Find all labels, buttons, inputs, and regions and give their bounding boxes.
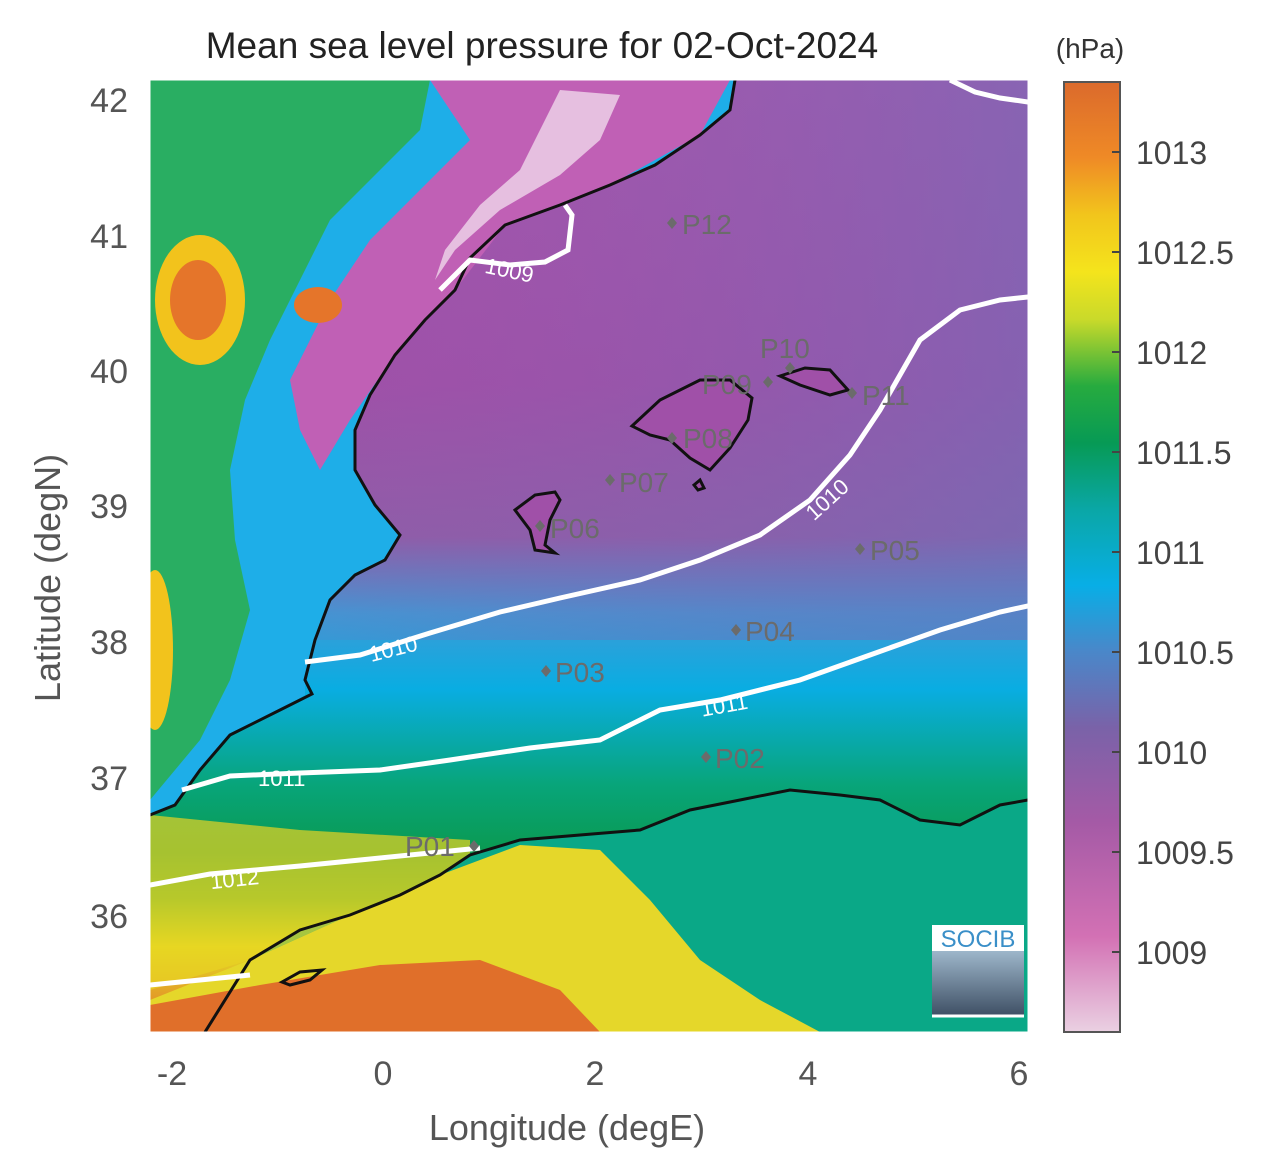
x-tick-label: 4 [799,1055,818,1093]
colorbar-scale [1063,81,1121,1033]
station-p06: P06 [535,513,600,544]
y-axis-label: Latitude (degN) [27,454,68,702]
colorbar-tick-label: 1013 [1136,135,1207,171]
colorbar: (hPa) 1013 1012.5 1012 1011.5 1011 1010.… [1056,33,1234,1033]
station-p07: P07 [605,467,669,498]
x-axis-label: Longitude (degE) [429,1107,705,1148]
station-label-p03: P03 [555,657,605,688]
station-label-p04: P04 [745,616,795,647]
x-tick-label: 2 [586,1055,605,1093]
station-label-p07: P07 [619,467,669,498]
land-high-edge [150,570,173,730]
x-tick-label: 0 [374,1055,393,1093]
station-p12: P12 [667,209,732,240]
y-tick-label: 36 [90,898,128,936]
station-label-p08: P08 [683,423,733,454]
y-tick-label: 38 [90,624,128,662]
contour-1009-ne [948,80,1028,105]
station-marker-p11 [847,387,857,399]
contour-label-1012: 1012 [209,864,260,894]
socib-logo-header [932,925,1024,951]
station-label-p11: P11 [862,380,910,411]
chart-title: Mean sea level pressure for 02-Oct-2024 [206,25,879,66]
coastline-alboran-island [278,968,327,987]
station-marker-p03 [541,665,551,677]
y-tick-label: 42 [90,82,128,120]
colorbar-tick-label: 1009.5 [1136,835,1234,871]
station-label-p02: P02 [715,743,765,774]
land-high-spot-2 [294,287,342,323]
colorbar-tick-label: 1011.5 [1136,435,1232,471]
station-marker-p05 [855,543,865,555]
station-marker-p07 [605,474,615,486]
station-p02: P02 [701,743,765,774]
contour-1009 [438,203,575,292]
island-ibiza [512,490,562,556]
y-tick-label: 39 [90,488,128,526]
station-markers: P01 P02 P03 P04 P05 P06 [405,209,920,862]
contour-label-1011-west: 1011 [258,766,305,791]
y-tick-label: 37 [90,760,128,798]
station-p04: P04 [731,616,795,647]
y-axis: 42 41 40 39 38 37 36 Latitude (degN) [27,82,128,936]
contour-lines [150,80,1028,988]
socib-logo-panel [932,950,1024,1016]
island-mallorca [629,378,754,472]
x-axis: -2 0 2 4 6 Longitude (degE) [157,1055,1029,1148]
station-p10: P10 [760,333,810,374]
colorbar-tick-label: 1012 [1136,335,1207,371]
station-p09: P09 [702,369,773,400]
station-p03: P03 [541,657,605,688]
land-north-africa-orange [150,960,600,1032]
y-tick-label: 40 [90,353,128,391]
plot-frame [149,79,1029,1033]
colorbar-tick-label: 1012.5 [1136,235,1234,271]
socib-logo: SOCIB [932,925,1024,1018]
station-marker-p08 [667,432,677,444]
colorbar-tick-label: 1009 [1136,935,1207,971]
y-tick-label: 41 [90,218,128,256]
socib-logo-text: SOCIB [941,926,1016,953]
land-high-spot-core [170,260,226,340]
colorbar-tick-label: 1010.5 [1136,635,1234,671]
land-iberia-light [435,90,620,280]
station-p08: P08 [667,423,733,454]
map-plot-area: 1009 1010 1010 1011 1011 1012 P01 P02 P0… [150,80,1028,1032]
station-p11: P11 [847,380,910,411]
station-marker-p04 [731,624,741,636]
contour-1010 [304,294,1028,665]
station-marker-p01 [469,840,479,852]
station-label-p09: P09 [702,369,752,400]
station-label-p05: P05 [870,535,920,566]
station-marker-p06 [535,520,545,532]
contour-1011 [181,603,1028,793]
x-tick-label: -2 [157,1055,187,1093]
x-tick-label: 6 [1010,1055,1029,1093]
coastline-iberia [150,80,737,817]
colorbar-tick-label: 1011 [1136,535,1205,571]
station-p01: P01 [405,831,479,862]
station-marker-p10 [785,362,795,374]
station-label-p01: P01 [405,831,455,862]
station-label-p06: P06 [550,513,600,544]
colorbar-tick-label: 1010 [1136,735,1207,771]
island-cabrera [691,477,707,492]
coastline-africa [203,788,1028,1032]
station-label-p10: P10 [760,333,810,364]
colorbar-unit: (hPa) [1056,33,1124,64]
station-marker-p09 [763,376,773,388]
island-menorca [775,366,851,397]
station-marker-p02 [701,751,711,763]
station-label-p12: P12 [682,209,732,240]
station-p05: P05 [855,535,920,566]
station-marker-p12 [667,217,677,229]
land-iberia-pink [290,80,730,470]
contour-1012-south [150,972,251,988]
contour-1012 [150,845,481,888]
